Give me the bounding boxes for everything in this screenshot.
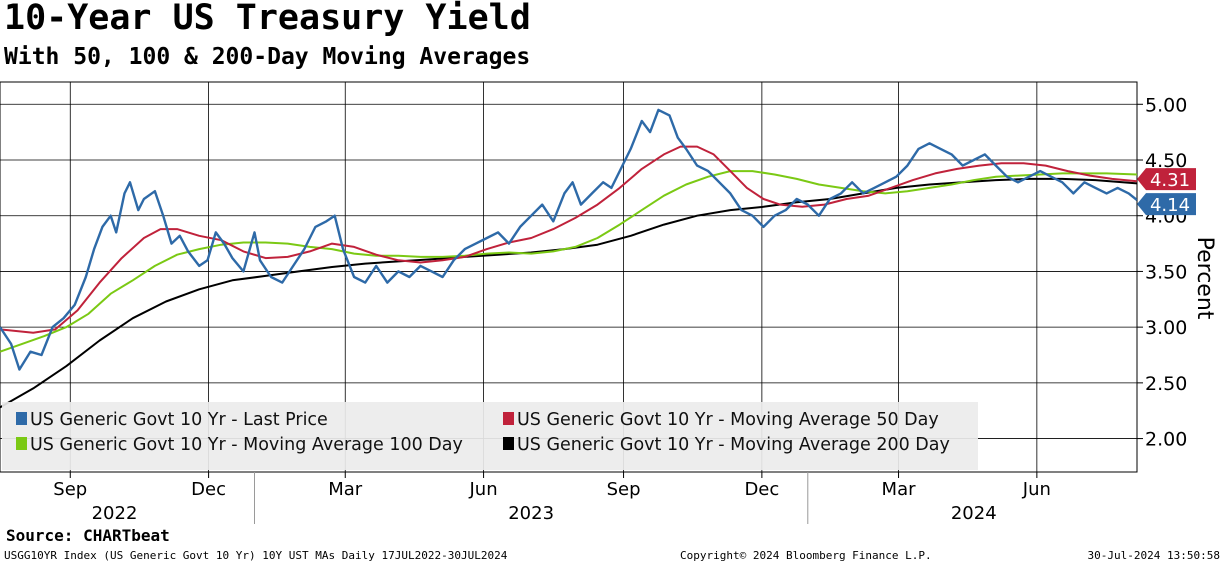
footer-copyright: Copyright© 2024 Bloomberg Finance L.P. (680, 549, 932, 562)
x-tick-label: Jun (469, 479, 498, 500)
x-tick-label: Mar (328, 479, 363, 500)
last-value-tag-text: 4.14 (1150, 195, 1190, 216)
legend-label: US Generic Govt 10 Yr - Moving Average 1… (30, 435, 463, 455)
y-tick-label: 5.00 (1145, 94, 1187, 116)
x-year-label: 2022 (92, 503, 138, 524)
legend-label: US Generic Govt 10 Yr - Last Price (30, 410, 328, 430)
last-value-tag-text: 4.31 (1150, 170, 1190, 191)
legend-label: US Generic Govt 10 Yr - Moving Average 2… (517, 435, 950, 455)
y-tick-label: 4.50 (1145, 150, 1187, 172)
y-tick-label: 3.50 (1145, 261, 1187, 283)
x-tick-label: Mar (882, 479, 917, 500)
legend-swatch (503, 412, 514, 425)
legend-swatch (16, 412, 27, 425)
footer-timestamp: 30-Jul-2024 13:50:58 (1087, 549, 1220, 562)
series-line-ma-50 (0, 145, 1137, 334)
source-note: Source: CHARTbeat (6, 526, 170, 545)
last-value-tag-shape (1137, 193, 1196, 216)
x-tick-label: Sep (53, 479, 87, 500)
x-tick-label: Jun (1022, 479, 1051, 500)
last-value-tag-shape (1137, 168, 1196, 191)
x-year-label: 2023 (508, 503, 554, 524)
chart-title: 10-Year US Treasury Yield (4, 0, 531, 38)
y-tick-label: 2.00 (1145, 429, 1187, 451)
legend-label: US Generic Govt 10 Yr - Moving Average 5… (517, 410, 939, 430)
y-tick-label: 2.50 (1145, 373, 1187, 395)
x-year-label: 2024 (951, 503, 997, 524)
legend-swatch (16, 437, 27, 450)
last-value-tag: 4.14 (1137, 193, 1196, 216)
y-tick-label: 3.00 (1145, 317, 1187, 339)
x-tick-label: Dec (191, 479, 226, 500)
last-value-tag: 4.31 (1137, 168, 1196, 191)
y-axis-title: Percent (1192, 237, 1217, 320)
x-tick-label: Sep (607, 479, 641, 500)
legend-box (2, 402, 978, 470)
footer-index-description: USGG10YR Index (US Generic Govt 10 Yr) 1… (4, 549, 508, 562)
series-line-last-price (0, 108, 1137, 371)
chart-subtitle: With 50, 100 & 200-Day Moving Averages (4, 44, 531, 70)
legend-swatch (503, 437, 514, 450)
x-tick-label: Dec (744, 479, 779, 500)
